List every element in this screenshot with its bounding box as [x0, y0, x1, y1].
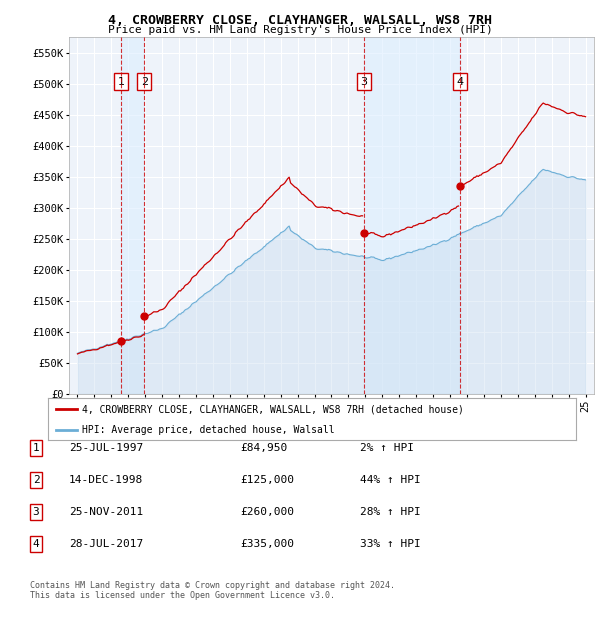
Text: £260,000: £260,000: [240, 507, 294, 517]
Text: HPI: Average price, detached house, Walsall: HPI: Average price, detached house, Wals…: [82, 425, 335, 435]
Text: 2: 2: [32, 475, 40, 485]
Text: 4: 4: [456, 77, 463, 87]
Bar: [121, 37, 145, 394]
Text: 44% ↑ HPI: 44% ↑ HPI: [360, 475, 421, 485]
Text: 2: 2: [141, 77, 148, 87]
Text: 25-JUL-1997: 25-JUL-1997: [69, 443, 143, 453]
Text: 4, CROWBERRY CLOSE, CLAYHANGER, WALSALL, WS8 7RH: 4, CROWBERRY CLOSE, CLAYHANGER, WALSALL,…: [108, 14, 492, 27]
Text: 4: 4: [32, 539, 40, 549]
Text: £335,000: £335,000: [240, 539, 294, 549]
Text: This data is licensed under the Open Government Licence v3.0.: This data is licensed under the Open Gov…: [30, 591, 335, 600]
Text: 3: 3: [360, 77, 367, 87]
Text: 4, CROWBERRY CLOSE, CLAYHANGER, WALSALL, WS8 7RH (detached house): 4, CROWBERRY CLOSE, CLAYHANGER, WALSALL,…: [82, 404, 464, 414]
Text: £84,950: £84,950: [240, 443, 287, 453]
Text: Contains HM Land Registry data © Crown copyright and database right 2024.: Contains HM Land Registry data © Crown c…: [30, 581, 395, 590]
Text: £125,000: £125,000: [240, 475, 294, 485]
Text: 2% ↑ HPI: 2% ↑ HPI: [360, 443, 414, 453]
Text: 28-JUL-2017: 28-JUL-2017: [69, 539, 143, 549]
Text: 14-DEC-1998: 14-DEC-1998: [69, 475, 143, 485]
Text: Price paid vs. HM Land Registry's House Price Index (HPI): Price paid vs. HM Land Registry's House …: [107, 25, 493, 35]
Bar: [364, 37, 460, 394]
Text: 33% ↑ HPI: 33% ↑ HPI: [360, 539, 421, 549]
Text: 25-NOV-2011: 25-NOV-2011: [69, 507, 143, 517]
Text: 28% ↑ HPI: 28% ↑ HPI: [360, 507, 421, 517]
Text: 3: 3: [32, 507, 40, 517]
Text: 1: 1: [118, 77, 124, 87]
Text: 1: 1: [32, 443, 40, 453]
